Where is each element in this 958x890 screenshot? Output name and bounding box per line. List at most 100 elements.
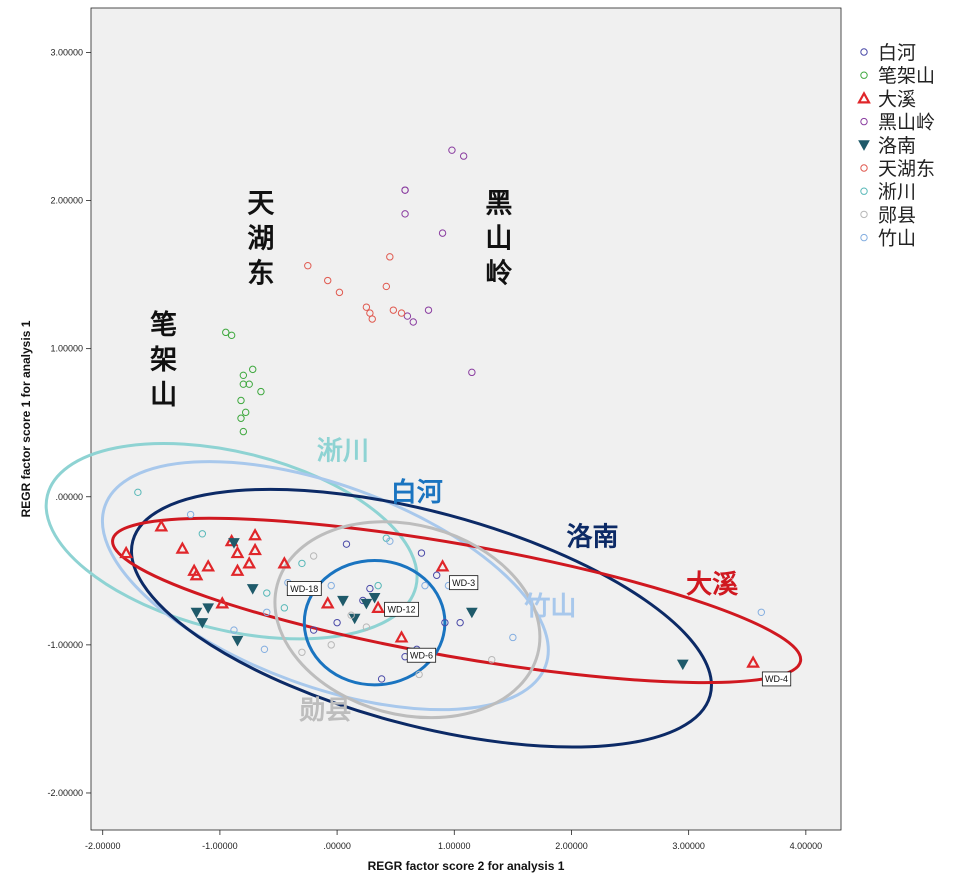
x-tick-label: 3.00000 [672,841,705,851]
point-天湖东 [386,253,394,261]
y-tick-label: 2.00000 [50,196,83,206]
point-label-box [384,601,419,617]
point-label: WD-12 [388,605,416,615]
point-郧县 [309,552,318,560]
point-竹山 [327,581,335,590]
point-天湖东 [397,309,406,317]
legend-item-竹山: 竹山 [860,228,916,250]
point-黑山岭 [459,152,468,160]
point-淅川 [374,581,382,590]
point-大溪 [230,545,245,559]
point-大溪 [242,556,257,569]
legend-item-笔架山: 笔架山 [860,65,935,87]
point-洛南 [202,603,215,614]
group-label: 勋县 [298,696,351,726]
legend-marker [858,140,870,151]
y-tick-label: -1.00000 [47,640,83,650]
point-黑山岭 [438,229,447,237]
point-郧县 [298,648,306,656]
legend-label: 洛南 [878,135,916,157]
y-tick-label: .00000 [55,492,83,502]
point-笔架山 [239,427,248,436]
legend-marker [857,91,871,104]
point-竹山 [421,581,429,590]
legend-marker [860,187,868,195]
point-大溪 [175,541,190,554]
point-黑山岭 [448,146,456,154]
group-label: 洛南 [567,522,619,553]
legend-marker [860,210,868,219]
point-label: WD-6 [410,650,433,660]
point-大溪 [746,655,760,668]
point-白河 [342,540,351,548]
ellipse-白河 [302,558,447,687]
point-笔架山 [249,365,257,374]
point-笔架山 [245,380,253,388]
point-白河 [366,584,374,593]
point-白河 [309,626,318,634]
point-淅川 [263,589,271,597]
point-黑山岭 [409,318,417,326]
legend-item-黑山岭: 黑山岭 [860,112,935,134]
group-label: 大溪 [686,570,739,600]
point-淅川 [280,604,289,612]
point-竹山 [386,537,394,545]
point-白河 [333,618,341,627]
point-大溪 [248,527,262,541]
point-笔架山 [257,387,265,396]
x-tick-label: -1.00000 [202,841,238,851]
point-大溪 [394,630,409,643]
point-大溪 [371,600,385,613]
point-竹山 [757,608,766,616]
point-大溪 [277,556,292,569]
point-洛南 [231,635,244,647]
legend-label: 大溪 [878,88,916,110]
group-label: 淅川 [317,437,369,467]
legend-marker [860,117,868,126]
group-label: 黑山岭 [485,188,512,289]
legend-label: 郧县 [878,204,916,226]
point-label-box [449,575,479,591]
point-笔架山 [239,380,248,388]
point-黑山岭 [403,312,412,320]
point-洛南 [228,538,240,549]
legend-item-郧县: 郧县 [860,204,916,226]
point-洛南 [368,592,381,604]
point-大溪 [230,563,245,576]
point-天湖东 [389,306,398,314]
legend-label: 白河 [878,42,916,64]
point-竹山 [260,645,269,654]
group-label: 白河 [391,477,443,508]
point-笔架山 [237,414,245,422]
point-竹山 [509,633,517,642]
x-tick-label: .00000 [323,841,351,851]
point-label: WD-3 [452,578,475,588]
point-大溪 [154,519,169,532]
point-label-box [406,647,437,663]
point-笔架山 [241,408,250,417]
legend-marker [860,164,868,172]
point-白河 [433,571,441,579]
point-淅川 [198,530,207,538]
point-label-box [286,581,322,596]
point-天湖东 [382,282,391,291]
point-洛南 [337,595,349,607]
legend-item-淅川: 淅川 [860,181,916,203]
point-洛南 [360,598,373,610]
legend-label: 黑山岭 [878,112,935,134]
point-天湖东 [368,315,376,323]
point-洛南 [246,584,259,595]
point-郧县 [327,641,335,649]
legend-item-大溪: 大溪 [857,88,916,110]
point-笔架山 [239,371,248,380]
legend-label: 天湖东 [878,158,935,180]
point-label: WD-4 [765,674,788,684]
y-tick-label: 3.00000 [50,47,83,57]
point-大溪 [435,559,450,572]
ellipse-淅川 [44,441,419,641]
point-labels: WD-18 WD-3 WD-12 WD-6 WD-4 [286,575,792,687]
point-label: WD-18 [290,584,318,594]
